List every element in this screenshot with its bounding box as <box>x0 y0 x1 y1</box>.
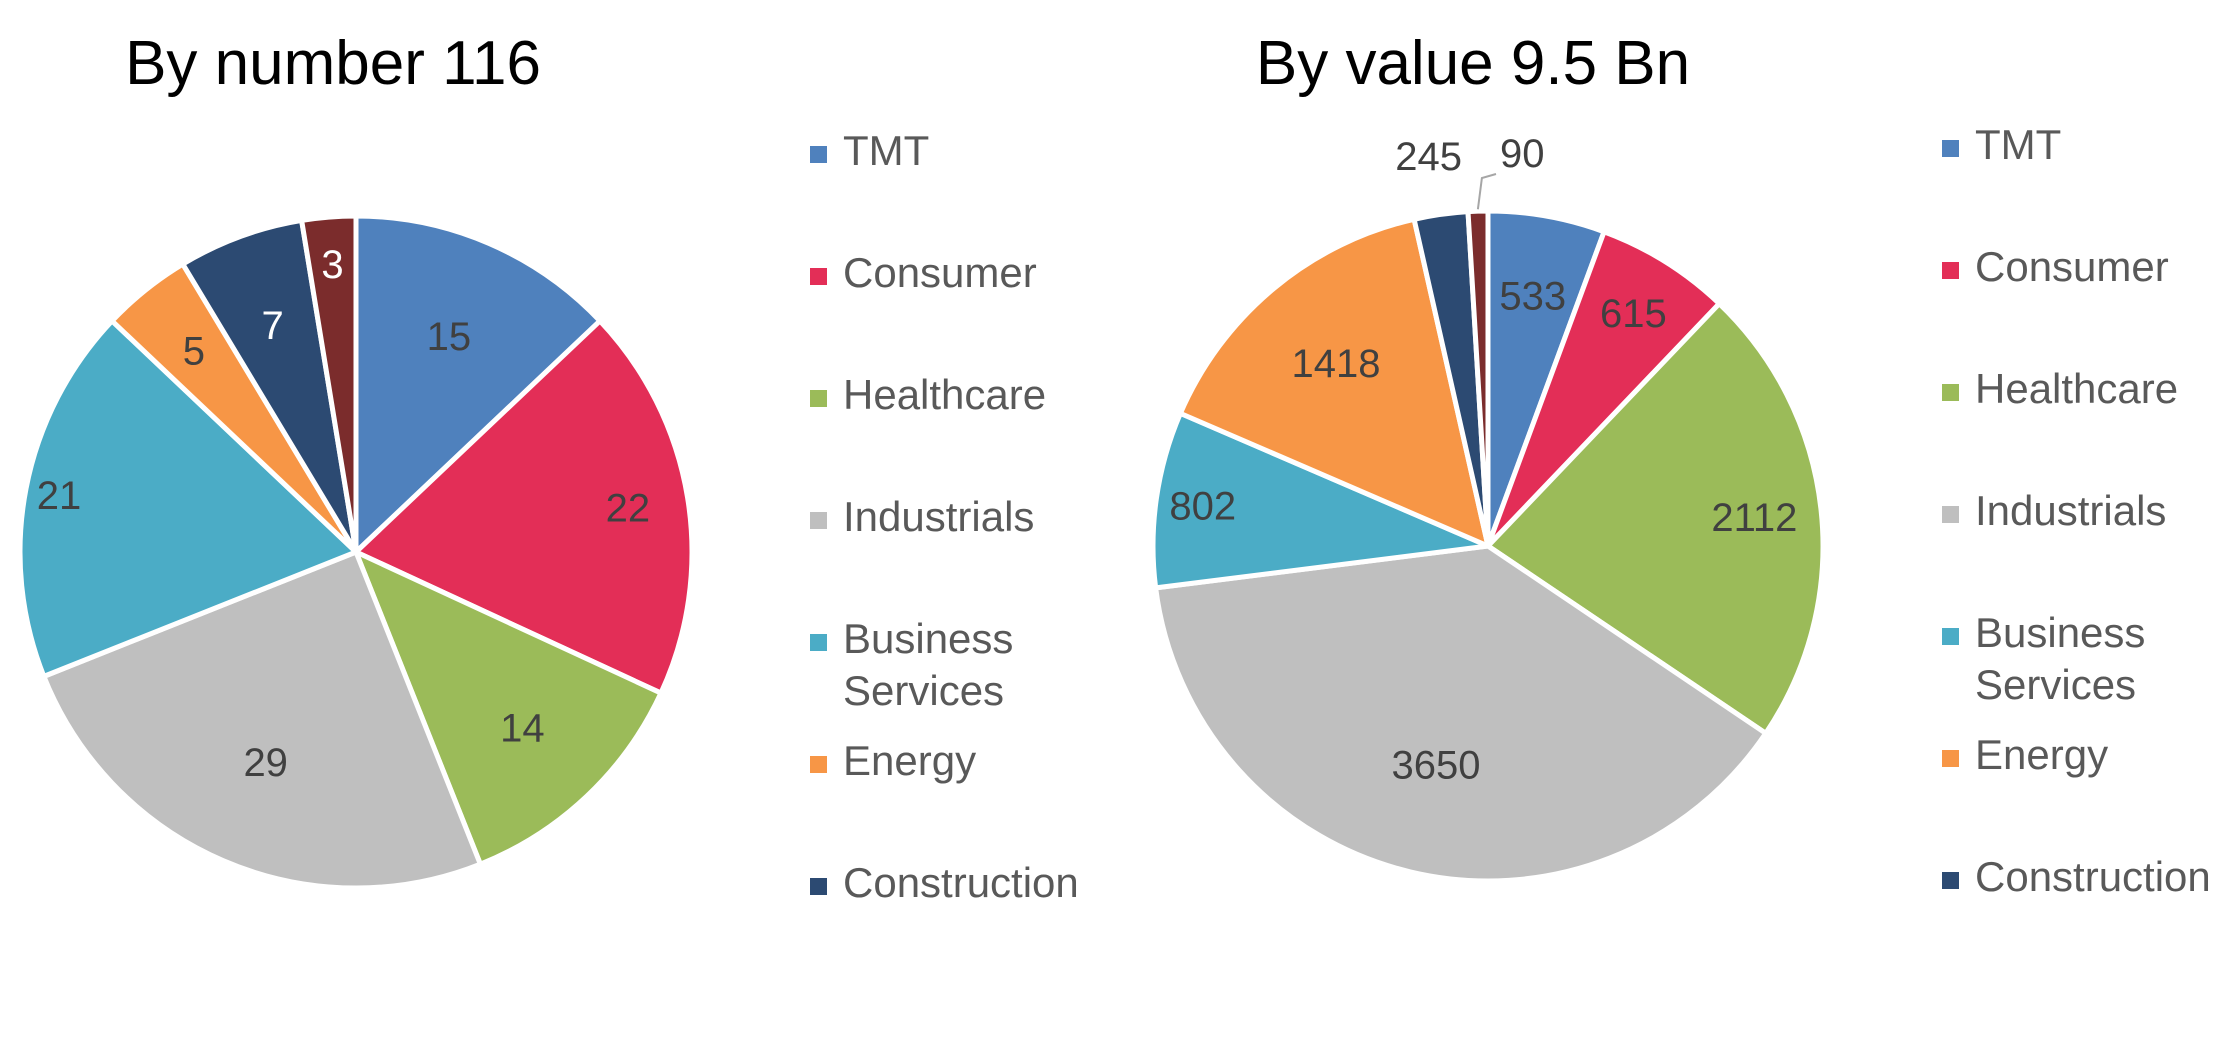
legend-item-consumer: Consumer <box>810 249 1037 296</box>
legend-label-business-services: Business Services <box>1975 609 2145 708</box>
legend-swatch-business-services <box>810 634 827 651</box>
data-label-industrials: 3650 <box>1392 743 1481 787</box>
slice-industrials <box>1153 543 1769 884</box>
legend-label-industrials: Industrials <box>1975 487 2166 534</box>
legend-item-energy: Energy <box>810 737 976 784</box>
slice-healthcare <box>1485 301 1826 736</box>
legend-label-construction: Construction <box>843 859 1079 906</box>
data-label-energy: 5 <box>183 329 205 373</box>
legend-item-industrials: Industrials <box>810 493 1034 540</box>
pie-data-labels: 15 22 14 29 21 5 73 <box>37 243 650 785</box>
legend-item-industrials: Industrials <box>1942 487 2166 534</box>
pie-slices <box>17 213 695 891</box>
legend-item-consumer: Consumer <box>1942 243 2169 290</box>
legend-label-healthcare: Healthcare <box>1975 365 2178 412</box>
legend-label-construction: Construction <box>1975 853 2211 900</box>
slice-consumer <box>1485 229 1722 549</box>
legend-swatch-tmt <box>1942 140 1959 157</box>
legend-item-healthcare: Healthcare <box>1942 365 2178 412</box>
pie-chart-by-value: By value 9.5 Bn 533 615 2112 3650 802 1418 245… <box>1150 29 2211 900</box>
legend-swatch-healthcare <box>810 390 827 407</box>
data-label-industrials: 29 <box>243 741 288 785</box>
legend-label-industrials: Industrials <box>843 493 1034 540</box>
legend-item-energy: Energy <box>1942 731 2108 778</box>
legend-label-healthcare: Healthcare <box>843 371 1046 418</box>
legend-label-tmt: TMT <box>843 127 929 174</box>
data-label-consumer: 615 <box>1600 292 1667 336</box>
slice-business-services <box>1150 410 1491 591</box>
legend-item-tmt: TMT <box>1942 121 2061 168</box>
slice-other <box>1465 208 1491 549</box>
data-label-other: 90 <box>1500 132 1545 176</box>
legend-swatch-energy <box>810 756 827 773</box>
legend: TMT Consumer Healthcare Industrials Business… <box>1942 121 2211 900</box>
label-leader-line <box>1476 173 1497 210</box>
legend-item-business-services: Business Services <box>1942 609 2145 708</box>
data-label-business-services: 21 <box>37 474 82 518</box>
legend-item-construction: Construction <box>1942 853 2211 900</box>
chart-title-by-number: By number 116 <box>125 29 541 98</box>
data-label-tmt: 15 <box>427 315 472 359</box>
data-label-construction: 245 <box>1395 135 1462 179</box>
legend-swatch-construction <box>1942 872 1959 889</box>
legend-swatch-consumer <box>1942 262 1959 279</box>
legend-label-consumer: Consumer <box>843 249 1037 296</box>
legend-item-business-services: Business Services <box>810 615 1013 714</box>
slice-other <box>299 213 359 555</box>
slice-healthcare <box>353 549 664 867</box>
legend-swatch-business-services <box>1942 628 1959 645</box>
data-label-business-services: 802 <box>1169 485 1236 529</box>
legend-item-healthcare: Healthcare <box>810 371 1046 418</box>
legend-item-construction: Construction <box>810 859 1079 906</box>
legend-label-energy: Energy <box>1975 731 2108 778</box>
data-label-consumer: 22 <box>606 486 651 530</box>
slice-tmt <box>353 213 603 555</box>
data-label-healthcare: 14 <box>500 707 545 751</box>
legend-swatch-tmt <box>810 146 827 163</box>
legend-swatch-construction <box>810 878 827 895</box>
legend-label-consumer: Consumer <box>1975 243 2169 290</box>
legend-label-energy: Energy <box>843 737 976 784</box>
legend: TMT Consumer Healthcare Industrials Business… <box>810 127 1079 906</box>
chart-title-by-value: By value 9.5 Bn <box>1256 29 1690 98</box>
pie-chart-by-number: By number 116 15 22 14 29 21 5 73 TMT Consumer H… <box>17 29 1079 906</box>
legend-item-tmt: TMT <box>810 127 929 174</box>
slice-business-services <box>17 318 359 679</box>
data-label-other: 3 <box>321 243 343 287</box>
legend-swatch-energy <box>1942 750 1959 767</box>
data-label-tmt: 533 <box>1499 274 1566 318</box>
data-label-healthcare: 2112 <box>1711 496 1797 540</box>
legend-label-tmt: TMT <box>1975 121 2061 168</box>
slice-consumer <box>353 318 695 696</box>
legend-swatch-industrials <box>810 512 827 529</box>
slice-industrials <box>41 549 483 891</box>
pie-data-labels: 533 615 2112 3650 802 1418 245 90 <box>1169 132 1797 787</box>
legend-swatch-healthcare <box>1942 384 1959 401</box>
slice-energy <box>1177 216 1491 549</box>
data-label-construction: 7 <box>261 304 283 348</box>
pie-slices <box>1150 208 1826 884</box>
legend-swatch-industrials <box>1942 506 1959 523</box>
data-label-energy: 1418 <box>1292 342 1381 386</box>
legend-label-business-services: Business Services <box>843 615 1013 714</box>
legend-swatch-consumer <box>810 268 827 285</box>
